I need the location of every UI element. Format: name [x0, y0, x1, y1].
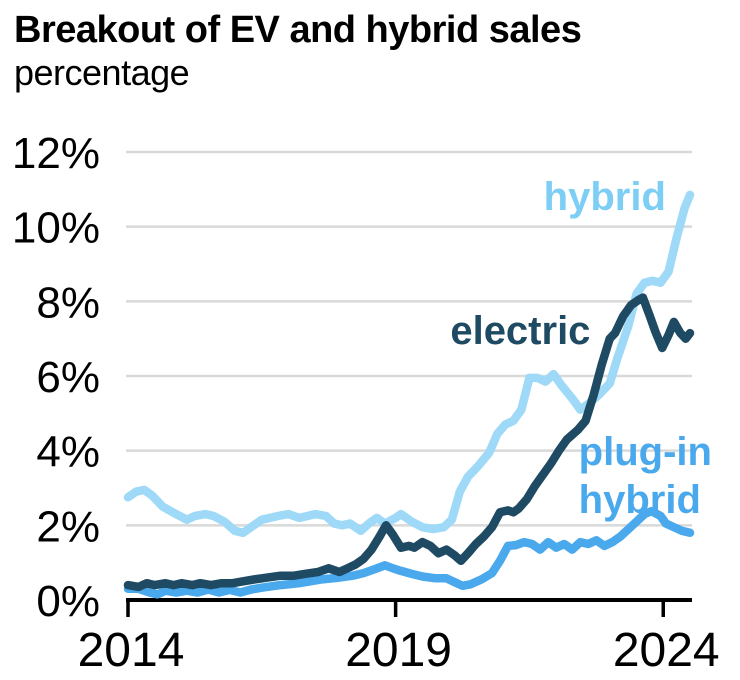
- series-label-hybrid: hybrid: [544, 175, 666, 219]
- y-tick-label-0%: 0%: [36, 577, 100, 626]
- series-label-plug-in-hybrid-line1: plug-in: [579, 430, 712, 474]
- series-label-electric: electric: [450, 309, 590, 353]
- y-tick-label-12%: 12%: [12, 129, 100, 178]
- x-tick-label-2014: 2014: [78, 624, 185, 677]
- chart-subtitle: percentage: [14, 51, 190, 93]
- chart-title: Breakout of EV and hybrid sales: [14, 9, 582, 51]
- y-tick-label-10%: 10%: [12, 204, 100, 253]
- y-tick-label-4%: 4%: [36, 428, 100, 477]
- y-tick-label-6%: 6%: [36, 353, 100, 402]
- series-line-electric: [123, 293, 695, 592]
- x-tick-label-2019: 2019: [345, 624, 452, 677]
- series-line-plug-in-hybrid: [123, 506, 695, 599]
- y-tick-label-8%: 8%: [36, 278, 100, 327]
- chart-header: Breakout of EV and hybrid sales percenta…: [14, 9, 714, 93]
- y-tick-label-2%: 2%: [36, 502, 100, 551]
- series-label-plug-in-hybrid-line2: hybrid: [579, 478, 701, 522]
- series-line-hybrid: [123, 190, 695, 538]
- x-tick-label-2024: 2024: [613, 624, 720, 677]
